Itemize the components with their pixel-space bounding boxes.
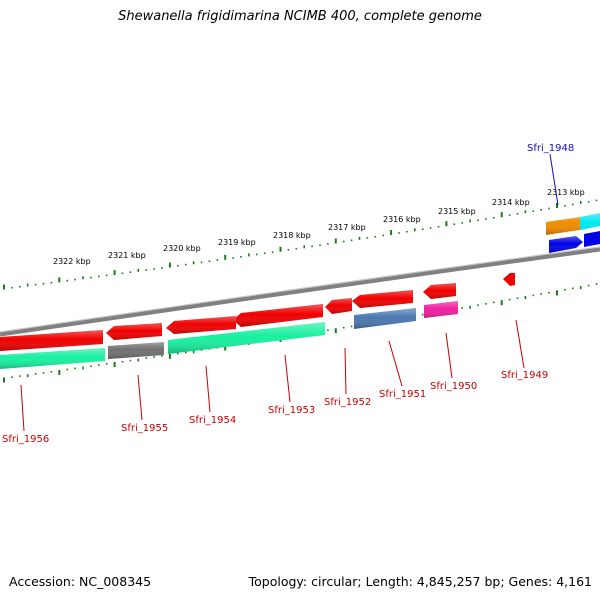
kbp-label-2321: 2321 kbp	[108, 251, 146, 260]
cds-shading	[354, 308, 416, 329]
gene-label-sfri-1952[interactable]: Sfri_1952	[324, 397, 371, 408]
genome-backbone	[0, 246, 600, 337]
kbp-label-2313: 2313 kbp	[547, 188, 585, 197]
gene-label-sfri-1949[interactable]: Sfri_1949	[501, 370, 548, 381]
kbp-label-2318: 2318 kbp	[273, 231, 311, 240]
leader-line-sfri-1955	[137, 374, 143, 421]
accession-text: Accession: NC_008345	[9, 574, 152, 589]
cds-shading	[0, 348, 105, 369]
gene-label-sfri-1953[interactable]: Sfri_1953	[268, 405, 315, 416]
gene-label-sfri-1951[interactable]: Sfri_1951	[379, 389, 426, 400]
cds-shading	[424, 301, 458, 318]
leader-line-sfri-1953	[284, 354, 291, 403]
kbp-label-2322: 2322 kbp	[53, 257, 91, 266]
leader-line-sfri-1948	[549, 153, 559, 206]
genome-backbone-highlight	[0, 246, 600, 333]
gene-shading	[325, 298, 352, 314]
gene-shading	[233, 304, 323, 327]
cds-shading	[168, 322, 325, 354]
reverse-genes	[0, 273, 515, 351]
gene-label-sfri-1954[interactable]: Sfri_1954	[189, 415, 236, 426]
gene-labels: Sfri_1948 Sfri_1949 Sfri_1950 Sfri_1951 …	[2, 143, 574, 445]
gene-label-sfri-1948[interactable]: Sfri_1948	[527, 143, 574, 154]
genome-summary-text: Topology: circular; Length: 4,845,257 bp…	[248, 574, 592, 589]
cds-shading	[108, 342, 164, 359]
kbp-label-2315: 2315 kbp	[438, 207, 476, 216]
kbp-label-2319: 2319 kbp	[218, 238, 256, 247]
reverse-cds	[0, 301, 458, 369]
kbp-labels: 2322 kbp 2321 kbp 2320 kbp 2319 kbp 2318…	[53, 188, 585, 266]
gene-label-sfri-1955[interactable]: Sfri_1955	[121, 423, 168, 434]
leader-line-sfri-1950	[445, 332, 453, 379]
gene-shading	[166, 316, 236, 334]
leader-lines	[20, 153, 559, 432]
outer-tick-track	[3, 199, 598, 290]
gene-arrow-next[interactable]	[584, 231, 600, 247]
leader-line-sfri-1954	[205, 365, 211, 413]
leader-line-sfri-1952	[344, 347, 347, 395]
gene-shading	[423, 283, 456, 299]
gene-shading	[546, 213, 600, 235]
gene-shading	[352, 290, 413, 308]
leader-line-sfri-1949	[515, 319, 525, 369]
kbp-label-2314: 2314 kbp	[492, 198, 530, 207]
forward-genes	[546, 213, 600, 253]
gene-shading	[106, 323, 162, 340]
gene-label-sfri-1950[interactable]: Sfri_1950	[430, 381, 477, 392]
gene-label-sfri-1956[interactable]: Sfri_1956	[2, 434, 49, 445]
leader-line-sfri-1956	[20, 384, 25, 432]
kbp-label-2317: 2317 kbp	[328, 223, 366, 232]
gene-arrow-sfri-1949[interactable]	[503, 273, 515, 286]
leader-line-sfri-1951	[388, 340, 403, 387]
kbp-label-2316: 2316 kbp	[383, 215, 421, 224]
gene-shading	[0, 330, 103, 351]
gene-shading	[549, 236, 583, 253]
kbp-label-2320: 2320 kbp	[163, 244, 201, 253]
map-title: Shewanella frigidimarina NCIMB 400, comp…	[118, 9, 482, 24]
